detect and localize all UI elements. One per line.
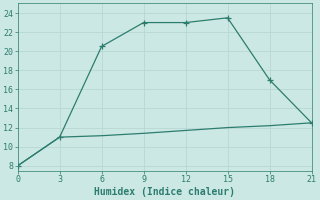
X-axis label: Humidex (Indice chaleur): Humidex (Indice chaleur)	[94, 186, 235, 197]
